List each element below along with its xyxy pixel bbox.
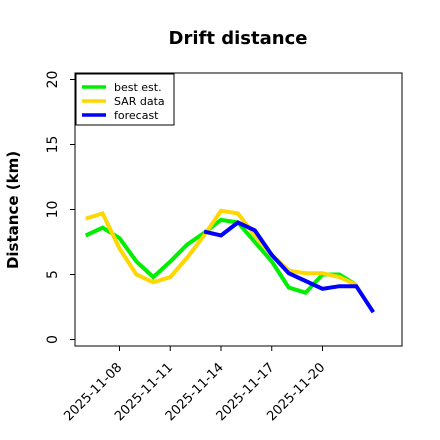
legend: best est. SAR data forecast xyxy=(75,73,175,126)
y-tick-label: 15 xyxy=(45,136,61,154)
series-line-forecast xyxy=(203,220,375,314)
y-tick-label: 0 xyxy=(45,335,61,344)
y-tick-label: 10 xyxy=(45,201,61,219)
series-line-sar-data xyxy=(85,208,358,287)
legend-label-forecast: forecast xyxy=(114,109,159,122)
y-axis-label: Distance (km) xyxy=(4,151,22,269)
y-tick-label: 20 xyxy=(45,71,61,89)
series-lines xyxy=(84,208,375,314)
y-tick-label: 5 xyxy=(45,270,61,279)
plot-frame xyxy=(74,72,403,347)
series-line-best-est xyxy=(84,217,358,295)
legend-label-best-est: best est. xyxy=(114,81,162,94)
chart-title: Drift distance xyxy=(169,28,308,49)
legend-label-sar-data: SAR data xyxy=(114,95,165,108)
